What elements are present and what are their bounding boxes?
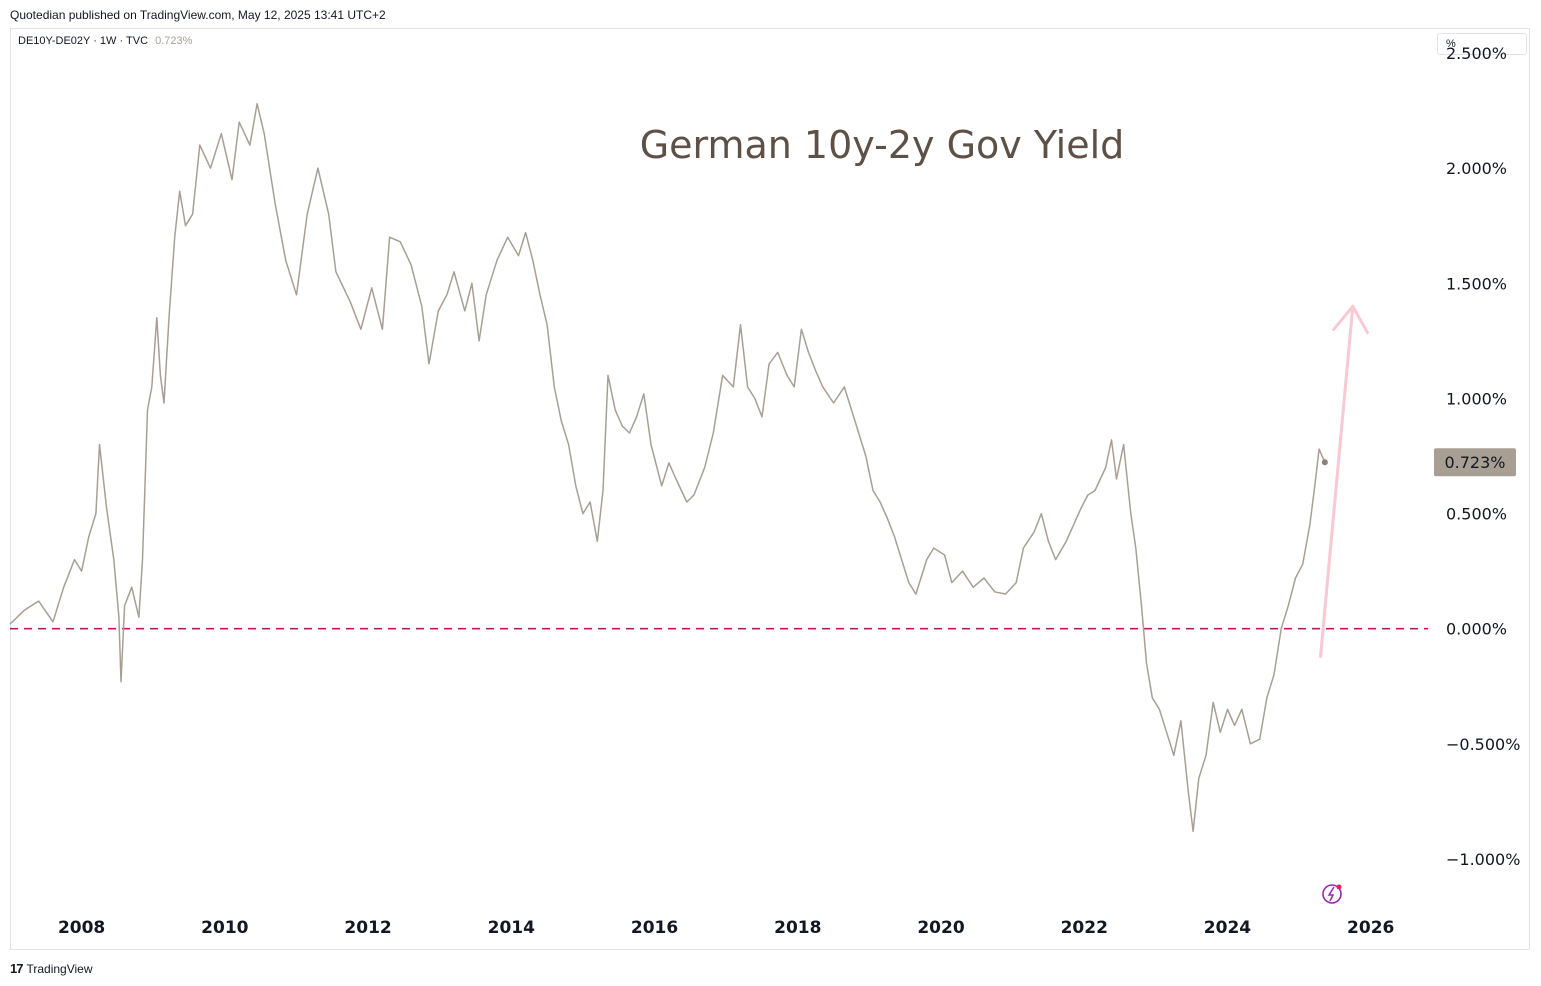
y-tick-label: 0.500% [1446, 505, 1507, 524]
x-tick-label: 2010 [201, 918, 248, 938]
percent-scale-toggle[interactable]: % [1437, 33, 1527, 55]
lightning-icon[interactable] [1322, 884, 1342, 904]
x-tick-label: 2026 [1347, 918, 1394, 938]
x-tick-label: 2020 [917, 918, 964, 938]
published-by-line: Quotedian published on TradingView.com, … [10, 8, 386, 22]
unit-label: % [1446, 38, 1456, 50]
trend-arrow-head [1332, 304, 1369, 335]
chart-frame[interactable] [10, 28, 1530, 950]
x-tick-label: 2022 [1061, 918, 1108, 938]
current-price-label: 0.723% [1444, 453, 1505, 472]
x-tick-label: 2014 [488, 918, 535, 938]
last-point-marker [1321, 459, 1328, 466]
y-tick-label: −0.500% [1446, 735, 1520, 754]
tradingview-wordmark: TradingView [26, 961, 93, 976]
symbol-name[interactable]: DE10Y-DE02Y · 1W · TVC [18, 35, 149, 47]
symbol-legend[interactable]: DE10Y-DE02Y · 1W · TVC 0.723% [18, 35, 192, 47]
notification-dot [1336, 884, 1342, 890]
tradingview-logo[interactable]: 17 TradingView [10, 961, 93, 976]
chart-title: German 10y-2y Gov Yield [640, 123, 1125, 167]
x-tick-label: 2018 [774, 918, 821, 938]
series-line-0 [9, 102, 1326, 833]
y-tick-label: −1.000% [1446, 850, 1520, 869]
y-tick-label: 2.000% [1446, 159, 1507, 178]
y-tick-label: 2.500% [1446, 44, 1507, 63]
y-tick-label: 1.000% [1446, 389, 1507, 408]
x-tick-label: 2012 [344, 918, 391, 938]
lightning-bolt-glyph [1327, 886, 1335, 902]
symbol-last-value: 0.723% [155, 35, 193, 47]
current-price-badge [1434, 448, 1516, 477]
tradingview-mark-icon: 17 [10, 961, 24, 976]
y-tick-label: 0.000% [1446, 620, 1507, 639]
y-tick-label: 1.500% [1446, 274, 1507, 293]
trend-arrow-shaft [1319, 304, 1355, 658]
x-tick-label: 2016 [631, 918, 678, 938]
x-tick-label: 2008 [58, 918, 105, 938]
x-tick-label: 2024 [1204, 918, 1251, 938]
